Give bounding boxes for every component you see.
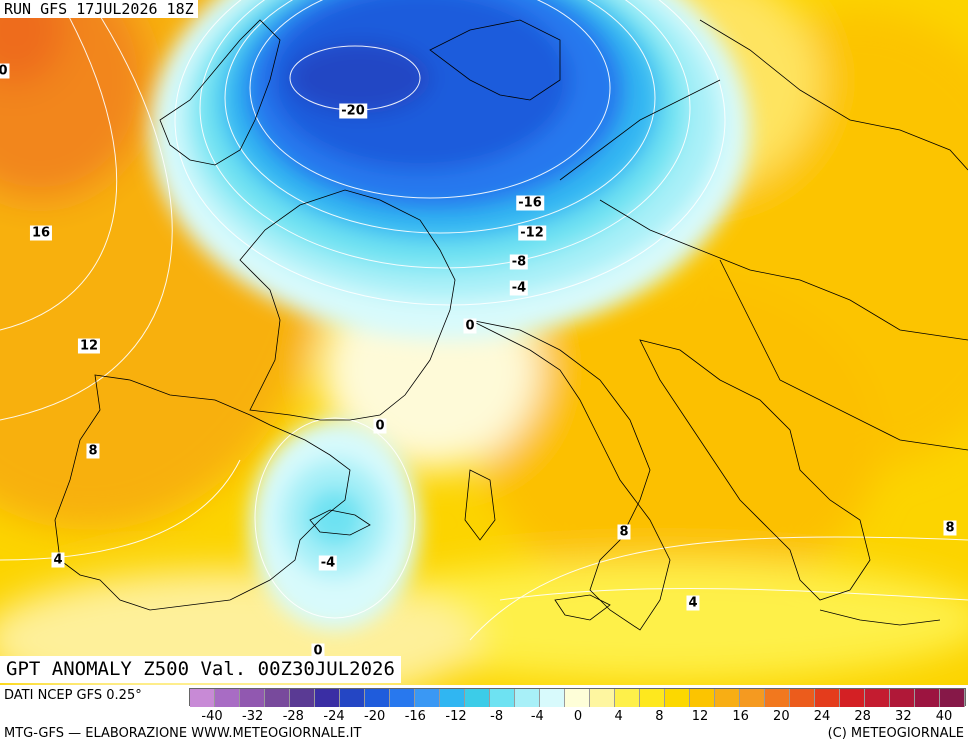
color-scale-swatch	[465, 689, 490, 707]
color-scale-tick-label: 24	[813, 709, 831, 724]
map-title: GPT ANOMALY Z500 Val. 00Z30JUL2026	[0, 656, 401, 683]
color-scale-swatch	[340, 689, 365, 707]
color-scale-tick-label: 0	[573, 709, 583, 724]
contour-label: 4	[686, 595, 700, 611]
color-scale-swatch	[540, 689, 565, 707]
contour-label: 16	[29, 225, 53, 241]
color-scale-tick-label: 12	[691, 709, 709, 724]
color-scale-tick-label: 28	[854, 709, 871, 724]
color-scale-swatch	[390, 689, 415, 707]
color-scale-swatch	[515, 689, 540, 707]
contour-label: 4	[51, 552, 65, 568]
color-scale-swatch	[840, 689, 865, 707]
color-scale-tick-label: -28	[282, 709, 304, 724]
color-scale-swatch	[590, 689, 615, 707]
contour-label: -4	[318, 555, 338, 571]
contour-label: -20	[339, 103, 367, 119]
contour-label: -8	[509, 254, 529, 270]
contour-label: 12	[77, 338, 101, 354]
contour-label: -16	[516, 195, 544, 211]
contour-label: 8	[943, 520, 957, 536]
color-scale-swatch	[915, 689, 940, 707]
contour-label: -12	[518, 225, 546, 241]
contour-label: 8	[617, 524, 631, 540]
color-scale-swatch	[565, 689, 590, 707]
run-label: RUN GFS 17JUL2026 18Z	[0, 0, 198, 18]
data-source-label: DATI NCEP GFS 0.25°	[4, 688, 142, 703]
iberian-low	[250, 420, 420, 630]
color-scale-tick-label: -16	[404, 709, 426, 724]
color-scale-swatch	[890, 689, 915, 707]
color-scale-swatch	[665, 689, 690, 707]
color-scale-tick-label: 32	[895, 709, 912, 724]
color-scale-swatch	[190, 689, 215, 707]
color-scale-swatch	[415, 689, 440, 707]
color-scale-swatch	[290, 689, 315, 707]
color-scale-bar	[189, 688, 966, 707]
contour-label: 0	[0, 63, 10, 79]
footer-right-copyright: (C) METEOGIORNALE	[827, 726, 964, 741]
color-scale-swatch	[215, 689, 240, 707]
color-scale-swatch	[365, 689, 390, 707]
color-scale-swatch	[815, 689, 840, 707]
color-scale-tick-label: -24	[323, 709, 345, 724]
color-scale-swatch	[240, 689, 265, 707]
color-scale-swatch	[740, 689, 765, 707]
color-scale-tick-label: 16	[732, 709, 749, 724]
contour-label: 0	[463, 318, 477, 334]
color-scale-swatch	[940, 689, 965, 707]
footer-left-credit: MTG-GFS — ELABORAZIONE WWW.METEOGIORNALE…	[4, 726, 362, 741]
northern-low	[150, 0, 750, 340]
color-scale-swatch	[765, 689, 790, 707]
color-scale-tick-label: 20	[773, 709, 790, 724]
color-scale-swatch	[440, 689, 465, 707]
color-scale-tick-label: 8	[655, 709, 664, 724]
contour-lines	[0, 0, 968, 641]
color-scale-tick-label: -12	[445, 709, 467, 724]
color-scale-tick-label: -4	[530, 709, 544, 724]
color-scale-tick-label: -20	[364, 709, 386, 724]
color-scale-swatch	[640, 689, 665, 707]
color-scale-swatch	[315, 689, 340, 707]
contour-label: 0	[373, 418, 387, 434]
color-scale-swatch	[490, 689, 515, 707]
contour-label: 0	[311, 643, 325, 659]
color-scale-swatch	[790, 689, 815, 707]
coastlines	[54, 19, 968, 631]
color-scale-tick-label: 40	[935, 709, 953, 724]
anomaly-map	[0, 0, 968, 685]
color-scale-tick-label: -8	[490, 709, 504, 724]
color-scale-swatch	[865, 689, 890, 707]
color-scale-swatch	[690, 689, 715, 707]
contour-label: -4	[509, 280, 529, 296]
color-scale-swatch	[265, 689, 290, 707]
color-scale-tick-label: -32	[242, 709, 264, 724]
color-scale-swatch	[615, 689, 640, 707]
color-scale-tick-label: 4	[614, 709, 623, 724]
color-scale-swatch	[715, 689, 740, 707]
color-scale-tick-label: -40	[201, 709, 223, 724]
contour-label: 8	[86, 443, 100, 459]
